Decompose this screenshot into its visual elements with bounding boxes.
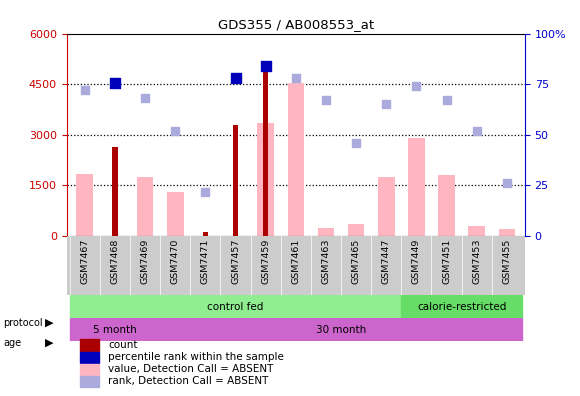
Bar bbox=[81, 352, 99, 363]
Text: GSM7463: GSM7463 bbox=[321, 239, 331, 284]
Text: GSM7470: GSM7470 bbox=[171, 239, 180, 284]
Bar bbox=[81, 376, 99, 387]
Text: value, Detection Call = ABSENT: value, Detection Call = ABSENT bbox=[108, 364, 273, 374]
Bar bbox=[348, 224, 364, 236]
Bar bbox=[318, 228, 334, 236]
Bar bbox=[408, 138, 425, 236]
Point bbox=[171, 128, 180, 134]
Text: GSM7468: GSM7468 bbox=[110, 239, 119, 284]
Bar bbox=[137, 177, 153, 236]
Bar bbox=[499, 229, 515, 236]
Bar bbox=[288, 83, 304, 236]
Text: GSM7457: GSM7457 bbox=[231, 239, 240, 284]
Text: ▶: ▶ bbox=[45, 318, 53, 328]
Point bbox=[382, 101, 391, 108]
Bar bbox=[378, 177, 394, 236]
Text: 30 month: 30 month bbox=[316, 325, 366, 335]
Text: percentile rank within the sample: percentile rank within the sample bbox=[108, 352, 284, 362]
Point bbox=[291, 75, 300, 81]
Point bbox=[442, 97, 451, 104]
Point bbox=[201, 188, 210, 195]
Bar bbox=[70, 318, 160, 341]
Text: GSM7465: GSM7465 bbox=[351, 239, 361, 284]
Text: count: count bbox=[108, 340, 137, 350]
Bar bbox=[258, 123, 274, 236]
Bar bbox=[70, 295, 401, 318]
Bar bbox=[81, 339, 99, 350]
Point bbox=[261, 63, 270, 69]
Text: rank, Detection Call = ABSENT: rank, Detection Call = ABSENT bbox=[108, 377, 269, 386]
Text: GSM7469: GSM7469 bbox=[140, 239, 150, 284]
Bar bbox=[77, 173, 93, 236]
Point bbox=[502, 180, 512, 187]
Text: GSM7459: GSM7459 bbox=[261, 239, 270, 284]
Bar bbox=[81, 364, 99, 375]
Bar bbox=[469, 226, 485, 236]
Point bbox=[231, 74, 240, 81]
Bar bbox=[167, 192, 183, 236]
Point bbox=[321, 97, 331, 104]
Point bbox=[140, 95, 150, 102]
Text: GSM7467: GSM7467 bbox=[80, 239, 89, 284]
Text: calorie-restricted: calorie-restricted bbox=[417, 302, 506, 312]
Bar bbox=[112, 147, 118, 236]
Text: GSM7455: GSM7455 bbox=[502, 239, 512, 284]
Text: 5 month: 5 month bbox=[93, 325, 137, 335]
Text: ▶: ▶ bbox=[45, 337, 53, 348]
Point bbox=[412, 83, 421, 89]
Point bbox=[80, 87, 89, 93]
Text: GSM7471: GSM7471 bbox=[201, 239, 210, 284]
Bar bbox=[401, 295, 522, 318]
Bar bbox=[263, 67, 269, 236]
Text: protocol: protocol bbox=[3, 318, 42, 328]
Text: GSM7447: GSM7447 bbox=[382, 239, 391, 284]
Text: GSM7451: GSM7451 bbox=[442, 239, 451, 284]
Title: GDS355 / AB008553_at: GDS355 / AB008553_at bbox=[218, 18, 374, 31]
Point bbox=[110, 80, 119, 86]
Text: GSM7453: GSM7453 bbox=[472, 239, 481, 284]
Bar bbox=[438, 175, 455, 236]
Point bbox=[351, 140, 361, 146]
Text: control fed: control fed bbox=[207, 302, 264, 312]
Text: GSM7449: GSM7449 bbox=[412, 239, 421, 284]
Bar bbox=[202, 232, 208, 236]
Bar bbox=[233, 125, 238, 236]
Bar bbox=[160, 318, 522, 341]
Point bbox=[472, 128, 481, 134]
Text: GSM7461: GSM7461 bbox=[291, 239, 300, 284]
Text: age: age bbox=[3, 337, 21, 348]
